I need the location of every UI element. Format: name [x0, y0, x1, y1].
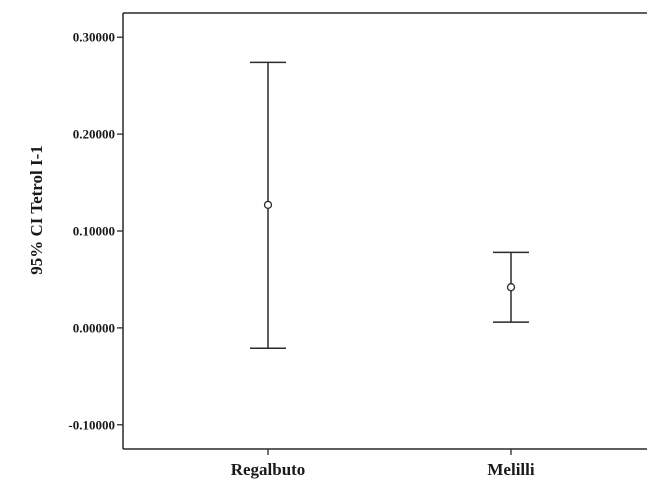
y-tick-label: 0.00000 — [73, 320, 115, 335]
error-bars — [250, 61, 529, 349]
plot-frame — [122, 12, 647, 450]
y-tick-label: 0.30000 — [73, 30, 115, 45]
y-tick-label: -0.10000 — [68, 417, 115, 432]
x-tick-label: Regalbuto — [231, 460, 306, 479]
y-axis: -0.10000 0.00000 0.10000 0.20000 0.30000 — [68, 30, 123, 432]
x-axis: Regalbuto Melilli — [231, 449, 535, 479]
mean-point — [506, 283, 516, 292]
y-tick-label: 0.20000 — [73, 127, 115, 142]
x-tick-label: Melilli — [487, 460, 534, 479]
mean-point — [263, 200, 273, 209]
y-axis-title: 95% CI Tetrol I-1 — [27, 145, 46, 275]
y-tick-label: 0.10000 — [73, 224, 115, 239]
